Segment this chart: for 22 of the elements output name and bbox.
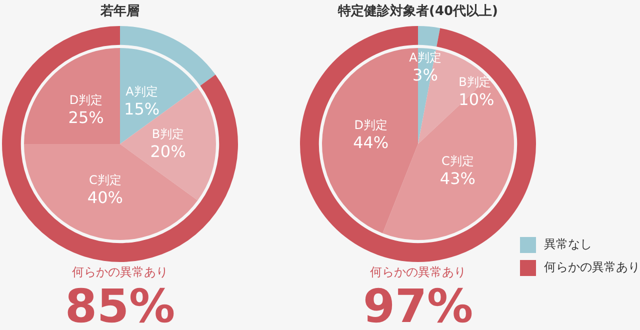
data-label: 25% — [68, 108, 104, 128]
data-label: 43% — [440, 169, 476, 188]
slice-label: D判定 — [354, 118, 388, 132]
slice-label: C判定 — [442, 154, 474, 168]
data-label: 15% — [124, 99, 160, 118]
slice-label: B判定 — [152, 127, 184, 142]
text: 何らかの異常あり — [71, 264, 169, 281]
slice-label: D判定 — [69, 93, 103, 108]
text: 何らかの異常あり — [369, 264, 467, 281]
data-label: 44% — [353, 133, 389, 152]
text: 85% — [64, 279, 176, 330]
data-label: 40% — [87, 188, 123, 207]
text: 97% — [362, 279, 474, 330]
legend-label: 異常なし — [544, 236, 592, 253]
chart-title: 特定健診対象者(40代以上) — [336, 2, 499, 21]
legend-label: 何らかの異常あり — [544, 259, 640, 276]
chart-title: 若年層 — [100, 3, 140, 21]
slice-label: B判定 — [458, 74, 491, 89]
slice-label: A判定 — [126, 84, 158, 98]
slice-label: C判定 — [88, 172, 122, 187]
data-label: 10% — [458, 90, 494, 109]
data-label: 20% — [150, 142, 186, 162]
